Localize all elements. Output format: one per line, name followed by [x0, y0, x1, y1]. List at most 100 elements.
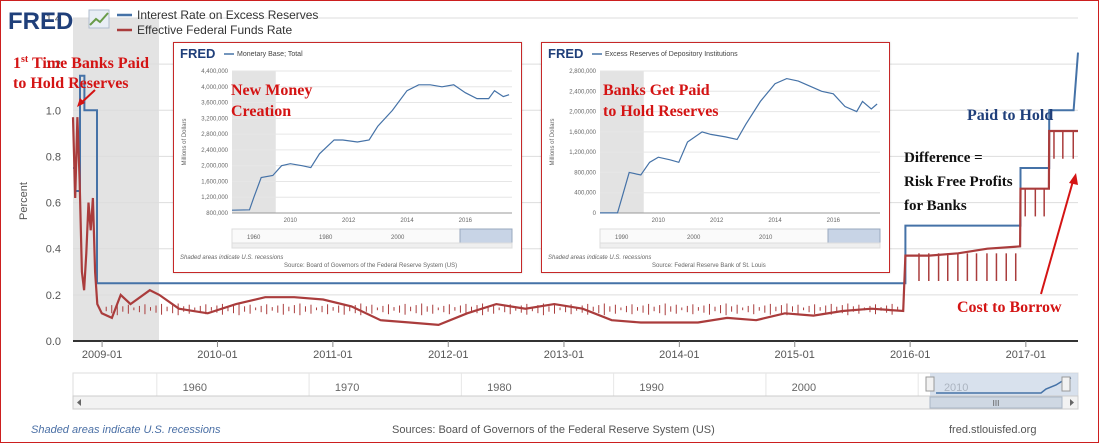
inset-y-tick-label: 400,000 — [574, 191, 596, 197]
inset-x-tick-label: 2012 — [342, 218, 356, 224]
inset-source-note: Source: Federal Reserve Bank of St. Loui… — [652, 263, 766, 269]
navigator-tick-label: 1990 — [639, 382, 663, 394]
annotation-arrowhead — [77, 98, 85, 107]
inset-y-axis-label: Millions of Dollars — [550, 118, 556, 165]
annotation-paid-to-hold: Paid to Hold — [967, 107, 1053, 124]
inset-recession-shade — [600, 71, 644, 213]
excess-reserves-inset: FRED Excess Reserves of Depository Instit… — [541, 42, 890, 273]
inset-navigator-label: 2000 — [391, 235, 405, 241]
inset-annotation-line: Banks Get Paid — [603, 82, 710, 99]
inset-y-tick-label: 2,400,000 — [201, 148, 228, 154]
scroll-left-arrow-icon — [77, 399, 81, 406]
scrollbar-grip: III — [993, 399, 1000, 408]
inset-x-tick-label: 2010 — [284, 218, 298, 224]
inset-navigator-label: 1980 — [319, 235, 333, 241]
inset-annotation-line: to Hold Reserves — [603, 103, 719, 120]
annotation-difference-line: for Banks — [904, 198, 967, 214]
x-tick-label: 2017-01 — [1006, 349, 1046, 361]
inset-navigator-label: 2000 — [687, 235, 701, 241]
inset-y-axis-label: Millions of Dollars — [182, 118, 188, 165]
inset-y-tick-label: 1,200,000 — [569, 150, 596, 156]
recession-note: Shaded areas indicate U.S. recessions — [31, 424, 221, 436]
inset-fred-logo: FRED — [548, 46, 583, 61]
inset-fred-logo: FRED — [180, 46, 215, 61]
series-line — [71, 117, 1078, 327]
recession-shade — [73, 18, 159, 341]
inset-y-tick-label: 2,000,000 — [569, 110, 596, 116]
inset-navigator-label: 1960 — [247, 235, 261, 241]
inset-y-tick-label: 1,200,000 — [201, 195, 228, 201]
fred-logo-chart-icon — [88, 9, 110, 29]
y-tick-label: 1.4 — [46, 13, 61, 25]
inset-scrollbar — [231, 242, 513, 249]
annotation-difference-line: Difference = — [904, 150, 983, 166]
y-tick-label: 0.8 — [46, 151, 61, 163]
inset-x-tick-label: 2016 — [827, 218, 841, 224]
monetary-base-inset: FRED Monetary Base; Total 800,000 1,200,000… — [173, 42, 522, 273]
inset-legend-label: Monetary Base; Total — [237, 51, 303, 58]
x-tick-label: 2014-01 — [659, 349, 699, 361]
scrollbar-track — [72, 395, 1079, 410]
inset-y-tick-label: 3,600,000 — [201, 101, 228, 107]
legend-label: Interest Rate on Excess Reserves — [137, 8, 318, 22]
inset-y-tick-label: 1,600,000 — [201, 179, 228, 185]
scrollbar-thumb — [929, 396, 1063, 409]
legend-label: Effective Federal Funds Rate — [137, 23, 293, 37]
x-tick-label: 2012-01 — [428, 349, 468, 361]
site-link[interactable]: fred.stlouisfed.org — [949, 424, 1037, 436]
inset-x-tick-label: 2012 — [710, 218, 724, 224]
logo-icon-line — [89, 12, 109, 26]
inset-y-tick-label: 4,400,000 — [201, 69, 228, 75]
inset-y-tick-label: 0 — [593, 211, 597, 217]
inset-navigator-selection — [459, 228, 513, 244]
inset-x-tick-label: 2016 — [459, 218, 473, 224]
inset-y-tick-label: 2,400,000 — [569, 89, 596, 95]
inset-x-tick-label: 2014 — [400, 218, 414, 224]
navigator-tick-label: 1960 — [183, 382, 207, 394]
inset-annotation-line: Creation — [231, 103, 291, 120]
inset-scrollbar — [599, 242, 881, 249]
fed-funds-spikes — [105, 303, 899, 316]
inset-navigator-label: 2010 — [759, 235, 773, 241]
scroll-right-arrow-icon — [1070, 399, 1074, 406]
navigator-tick-label: 1980 — [487, 382, 511, 394]
x-tick-label: 2010-01 — [197, 349, 237, 361]
inset-y-tick-label: 3,200,000 — [201, 116, 228, 122]
x-tick-label: 2015-01 — [775, 349, 815, 361]
navigator-tick-label: 2000 — [792, 382, 816, 394]
inset-x-tick-label: 2010 — [652, 218, 666, 224]
inset-y-tick-label: 2,800,000 — [569, 69, 596, 75]
inset-series-line — [600, 77, 878, 214]
navigator-tick-label: 1970 — [335, 382, 359, 394]
inset-recession-note: Shaded areas indicate U.S. recessions — [548, 255, 651, 261]
inset-y-tick-label: 2,800,000 — [201, 132, 228, 138]
x-tick-label: 2011-01 — [313, 349, 353, 361]
annotation-first-time: 1st Time Banks Paid to Hold Reserves — [13, 54, 149, 92]
y-axis-label: Percent — [18, 182, 30, 220]
inset-navigator-label: 1990 — [615, 235, 629, 241]
y-tick-label: 1.2 — [46, 59, 61, 71]
y-tick-label: 0.0 — [46, 336, 61, 348]
y-tick-label: 1.0 — [46, 105, 61, 117]
y-tick-label: 0.2 — [46, 290, 61, 302]
inset-legend-label: Excess Reserves of Depository Institutio… — [605, 51, 738, 58]
navigator-handle-right — [1061, 376, 1071, 392]
navigator-handle-left — [925, 376, 935, 392]
x-tick-label: 2016-01 — [890, 349, 930, 361]
inset-navigator-selection — [827, 228, 881, 244]
inset-series-line — [231, 84, 510, 211]
x-tick-label: 2009-01 — [82, 349, 122, 361]
inset-x-tick-label: 2014 — [768, 218, 782, 224]
annotation-cost-to-borrow: Cost to Borrow — [957, 299, 1062, 316]
annotation-arrow — [1040, 180, 1074, 295]
y-tick-label: 0.6 — [46, 198, 61, 210]
inset-recession-shade — [232, 71, 276, 213]
inset-y-tick-label: 4,000,000 — [201, 85, 228, 91]
inset-y-tick-label: 800,000 — [574, 170, 596, 176]
x-tick-label: 2013-01 — [544, 349, 584, 361]
source-note: Sources: Board of Governors of the Feder… — [392, 424, 715, 436]
inset-source-note: Source: Board of Governors of the Federa… — [284, 263, 457, 269]
y-tick-label: 0.4 — [46, 244, 61, 256]
navigator-selection — [930, 373, 1078, 396]
